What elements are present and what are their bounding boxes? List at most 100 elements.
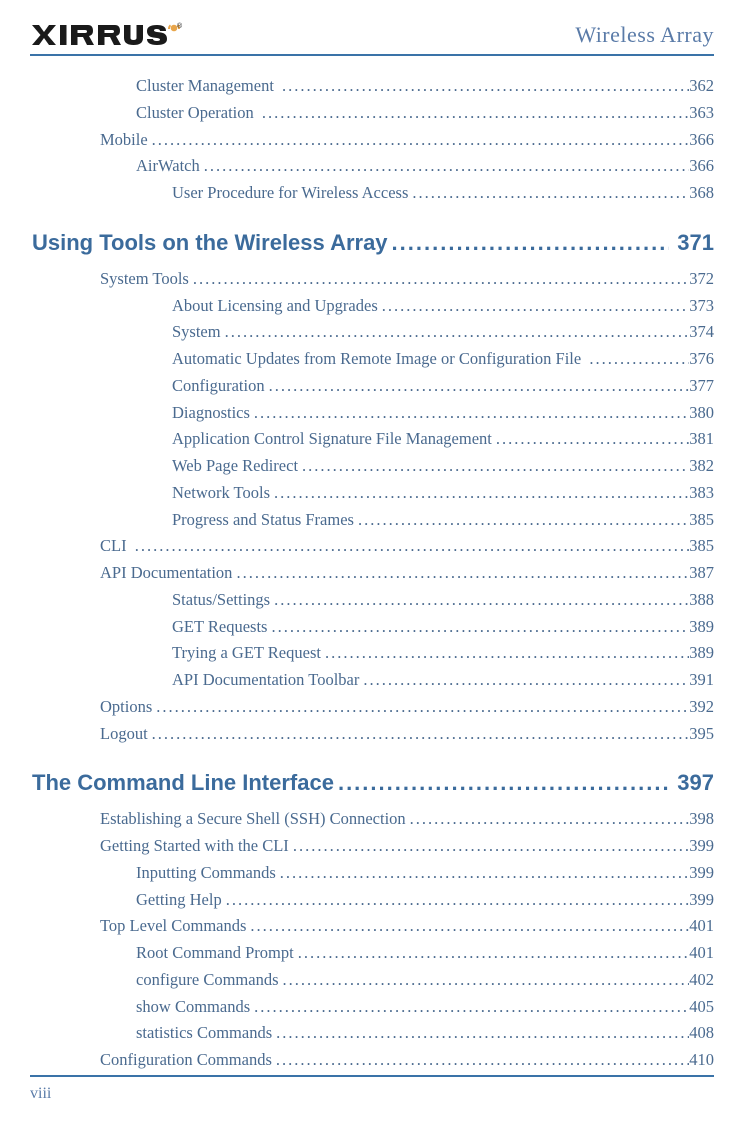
toc-entry-label: Configuration Commands [100, 1048, 272, 1073]
toc-entry: Cluster Management 362 [32, 74, 714, 99]
toc-leader-dots [276, 861, 689, 886]
toc-entry: Mobile366 [32, 128, 714, 153]
toc-entry-page: 382 [689, 454, 714, 479]
toc-entry: API Documentation387 [32, 561, 714, 586]
toc-entry-label: Establishing a Secure Shell (SSH) Connec… [100, 807, 406, 832]
toc-entry-page: 372 [689, 267, 714, 292]
toc-entry-page: 389 [689, 641, 714, 666]
toc-entry-page: 388 [689, 588, 714, 613]
toc-entry-label: Automatic Updates from Remote Image or C… [172, 347, 585, 372]
toc-leader-dots [388, 226, 670, 259]
toc-entry: User Procedure for Wireless Access 368 [32, 181, 714, 206]
toc-entry-page: 405 [689, 995, 714, 1020]
toc-entry-label: CLI [100, 534, 131, 559]
toc-leader-dots [258, 101, 689, 126]
toc-entry: Options 392 [32, 695, 714, 720]
toc-entry-label: Cluster Management [136, 74, 278, 99]
toc-entry-label: API Documentation Toolbar [172, 668, 359, 693]
toc-leader-dots [289, 834, 689, 859]
toc-section-page: 371 [669, 226, 714, 259]
toc-leader-dots [148, 722, 690, 747]
toc-leader-dots [272, 1021, 689, 1046]
toc-leader-dots [272, 1048, 689, 1073]
toc-entry-label: API Documentation [100, 561, 232, 586]
toc-entry-label: User Procedure for Wireless Access [172, 181, 408, 206]
toc-entry-label: Inputting Commands [136, 861, 276, 886]
toc-section-heading: The Command Line Interface397 [32, 766, 714, 799]
toc-entry: API Documentation Toolbar 391 [32, 668, 714, 693]
toc-leader-dots [250, 995, 689, 1020]
toc-entry-label: Options [100, 695, 152, 720]
toc-entry: Progress and Status Frames 385 [32, 508, 714, 533]
svg-text:®: ® [177, 22, 183, 30]
toc-leader-dots [354, 508, 689, 533]
toc-entry-page: 389 [689, 615, 714, 640]
toc-entry: Root Command Prompt401 [32, 941, 714, 966]
document-title: Wireless Array [575, 22, 714, 48]
toc-entry-page: 385 [689, 508, 714, 533]
toc-entry-page: 385 [689, 534, 714, 559]
toc-entry-label: Configuration [172, 374, 265, 399]
toc-entry-page: 401 [689, 914, 714, 939]
toc-entry: statistics Commands 408 [32, 1021, 714, 1046]
xirrus-logo: ® [30, 22, 185, 48]
toc-leader-dots [408, 181, 689, 206]
toc-entry-page: 402 [689, 968, 714, 993]
page-number: viii [30, 1085, 51, 1103]
toc-leader-dots [492, 427, 689, 452]
footer-rule [30, 1075, 714, 1077]
toc-entry-label: About Licensing and Upgrades [172, 294, 378, 319]
toc-section-label: Using Tools on the Wireless Array [32, 226, 388, 259]
toc-leader-dots [378, 294, 690, 319]
toc-entry: Status/Settings 388 [32, 588, 714, 613]
toc-entry-label: Status/Settings [172, 588, 270, 613]
toc-entry-label: Diagnostics [172, 401, 250, 426]
toc-entry-label: statistics Commands [136, 1021, 272, 1046]
toc-entry-label: show Commands [136, 995, 250, 1020]
toc-entry-page: 392 [689, 695, 714, 720]
toc-entry-page: 363 [689, 101, 714, 126]
toc-leader-dots [222, 888, 690, 913]
toc-entry-label: System Tools [100, 267, 189, 292]
toc-entry: Trying a GET Request389 [32, 641, 714, 666]
toc-entry: System Tools 372 [32, 267, 714, 292]
toc-entry: System374 [32, 320, 714, 345]
toc-leader-dots [267, 615, 689, 640]
toc-entry-label: Progress and Status Frames [172, 508, 354, 533]
header: ® Wireless Array [30, 22, 714, 56]
toc-entry-label: System [172, 320, 221, 345]
toc-entry: Getting Started with the CLI399 [32, 834, 714, 859]
toc-entry: AirWatch 366 [32, 154, 714, 179]
toc-entry-label: Getting Help [136, 888, 222, 913]
toc-entry-page: 401 [689, 941, 714, 966]
toc-entry-page: 383 [689, 481, 714, 506]
toc-entry-page: 391 [689, 668, 714, 693]
toc-leader-dots [265, 374, 690, 399]
toc-entry: show Commands 405 [32, 995, 714, 1020]
toc-leader-dots [131, 534, 690, 559]
toc-entry: Inputting Commands399 [32, 861, 714, 886]
toc-entry-page: 408 [689, 1021, 714, 1046]
table-of-contents: Cluster Management 362Cluster Operation … [30, 74, 714, 1073]
toc-entry: Web Page Redirect382 [32, 454, 714, 479]
toc-section-heading: Using Tools on the Wireless Array 371 [32, 226, 714, 259]
toc-leader-dots [250, 401, 689, 426]
toc-entry-page: 377 [689, 374, 714, 399]
toc-entry-label: Logout [100, 722, 148, 747]
toc-entry: Logout 395 [32, 722, 714, 747]
toc-entry-page: 366 [689, 154, 714, 179]
toc-entry-page: 395 [689, 722, 714, 747]
toc-leader-dots [221, 320, 690, 345]
toc-entry-label: AirWatch [136, 154, 200, 179]
toc-entry-page: 366 [689, 128, 714, 153]
toc-leader-dots [321, 641, 689, 666]
toc-entry-label: Getting Started with the CLI [100, 834, 289, 859]
toc-entry: Establishing a Secure Shell (SSH) Connec… [32, 807, 714, 832]
toc-entry-page: 368 [689, 181, 714, 206]
toc-entry-page: 373 [689, 294, 714, 319]
toc-entry-label: Application Control Signature File Manag… [172, 427, 492, 452]
toc-entry: Top Level Commands 401 [32, 914, 714, 939]
toc-entry-label: Top Level Commands [100, 914, 246, 939]
toc-leader-dots [152, 695, 689, 720]
toc-entry-label: configure Commands [136, 968, 279, 993]
